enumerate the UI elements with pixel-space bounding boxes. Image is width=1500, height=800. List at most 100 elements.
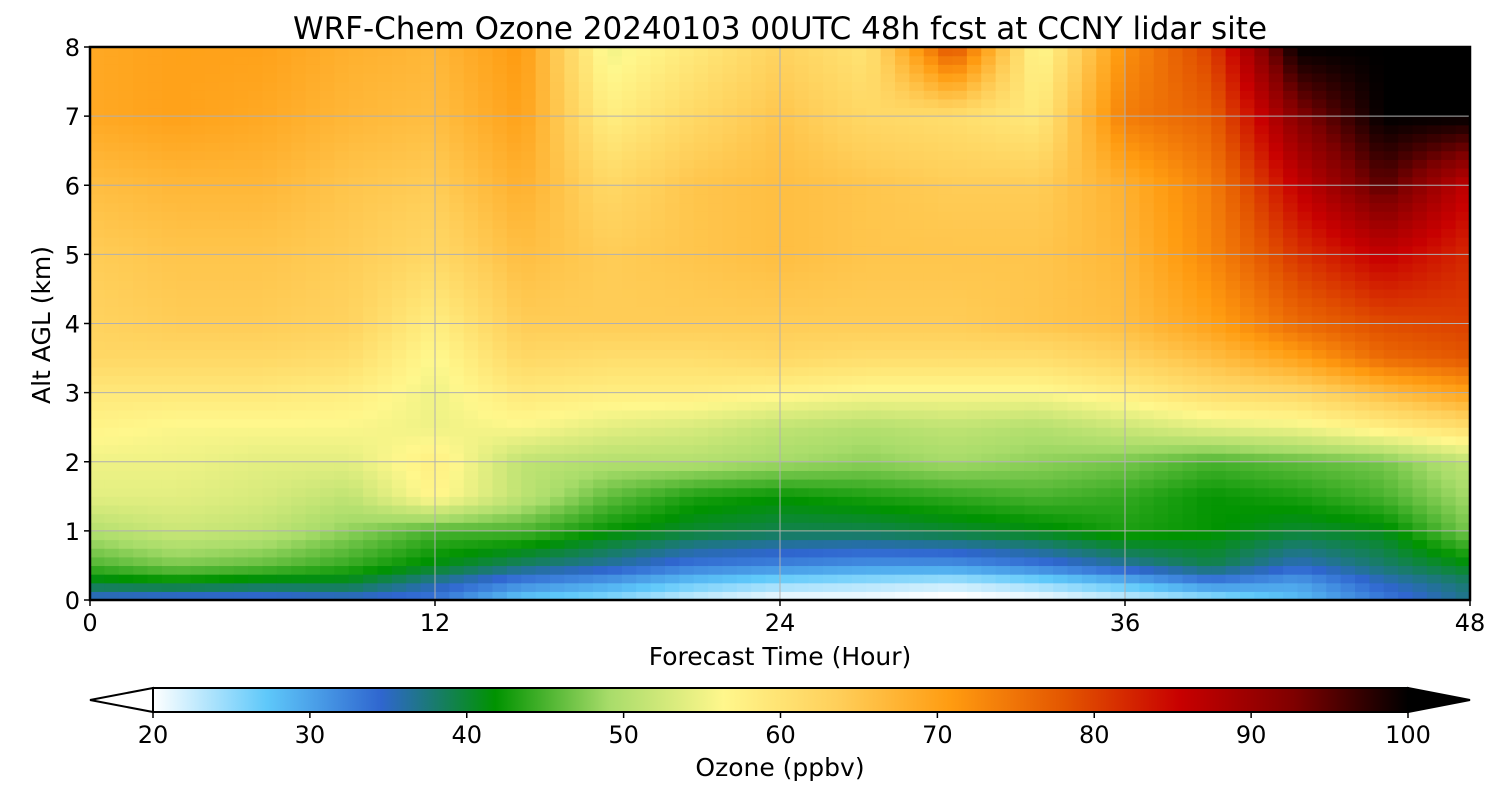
heatmap-cell (1081, 64, 1097, 74)
heatmap-cell (550, 107, 565, 117)
heatmap-cell (435, 159, 450, 169)
heatmap-cell (219, 185, 235, 195)
heatmap-cell (1038, 176, 1054, 186)
heatmap-cell (794, 142, 810, 152)
heatmap-cell (995, 496, 1011, 506)
heatmap-cell (1110, 496, 1126, 506)
heatmap-cell (205, 565, 220, 575)
heatmap-cell (1110, 392, 1126, 402)
heatmap-cell (909, 306, 925, 316)
heatmap-cell (1168, 64, 1184, 74)
heatmap-cell (966, 219, 982, 230)
heatmap-cell (1053, 565, 1069, 575)
heatmap-cell (1010, 574, 1025, 584)
heatmap-cell (708, 383, 724, 394)
heatmap-cell (291, 323, 307, 333)
heatmap-cell (377, 513, 393, 523)
heatmap-cell (650, 418, 666, 428)
heatmap-cell (233, 159, 249, 169)
heatmap-cell (449, 306, 465, 316)
heatmap-cell (305, 539, 321, 549)
heatmap-cell (722, 453, 738, 463)
heatmap-cell (118, 340, 134, 351)
heatmap-cell (161, 176, 177, 186)
heatmap-cell (866, 435, 882, 446)
heatmap-cell (621, 565, 637, 575)
heatmap-cell (1024, 366, 1040, 376)
heatmap-cell (708, 340, 724, 351)
heatmap-cell (1081, 548, 1097, 558)
heatmap-cell (205, 133, 220, 143)
heatmap-cell (1010, 461, 1025, 471)
heatmap-cell (808, 487, 824, 497)
heatmap-cell (320, 98, 335, 109)
heatmap-cell (377, 548, 393, 558)
heatmap-cell (650, 479, 666, 489)
heatmap-cell (1067, 159, 1083, 169)
heatmap-cell (118, 90, 134, 100)
heatmap-cell (995, 150, 1011, 160)
heatmap-cell (219, 263, 235, 273)
heatmap-cell (449, 228, 465, 238)
heatmap-cell (1024, 107, 1040, 117)
heatmap-cell (1168, 202, 1184, 212)
heatmap-cell (736, 582, 752, 592)
heatmap-cell (133, 565, 149, 575)
heatmap-cell (176, 228, 192, 238)
heatmap-cell (693, 150, 709, 160)
heatmap-cell (1125, 548, 1140, 558)
heatmap-cell (636, 479, 652, 489)
heatmap-cell (449, 435, 465, 446)
heatmap-cell (866, 349, 882, 359)
heatmap-cell (334, 306, 350, 316)
heatmap-cell (406, 496, 422, 506)
heatmap-cell (751, 297, 767, 307)
heatmap-cell (1024, 254, 1040, 264)
heatmap-cell (751, 185, 767, 195)
heatmap-cell (262, 107, 278, 117)
heatmap-cell (751, 332, 767, 342)
heatmap-cell (938, 245, 954, 255)
heatmap-cell (1038, 245, 1054, 255)
heatmap-cell (435, 185, 450, 195)
heatmap-cell (909, 176, 925, 186)
heatmap-cell (593, 340, 609, 351)
heatmap-cell (1196, 167, 1212, 178)
heatmap-cell (1153, 211, 1169, 221)
heatmap-cell (248, 332, 264, 342)
heatmap-cell (276, 116, 292, 126)
heatmap-cell (205, 263, 220, 273)
heatmap-cell (808, 591, 824, 600)
heatmap-cell (118, 288, 134, 299)
heatmap-cell (780, 271, 795, 281)
heatmap-cell (478, 401, 494, 411)
heatmap-cell (377, 219, 393, 230)
heatmap-cell (909, 366, 925, 376)
heatmap-cell (808, 228, 824, 238)
heatmap-cell (981, 383, 997, 394)
heatmap-cell (981, 271, 997, 281)
heatmap-cell (607, 332, 623, 342)
heatmap-cell (995, 504, 1011, 515)
heatmap-cell (233, 237, 249, 247)
heatmap-cell (305, 522, 321, 532)
heatmap-cell (607, 582, 623, 592)
heatmap-cell (320, 211, 335, 221)
heatmap-cell (463, 479, 479, 489)
heatmap-cell (233, 565, 249, 575)
heatmap-cell (449, 392, 465, 402)
heatmap-cell (363, 263, 379, 273)
heatmap-cell (147, 107, 163, 117)
heatmap-cell (1110, 288, 1126, 299)
heatmap-cell (1010, 176, 1025, 186)
heatmap-cell (161, 211, 177, 221)
heatmap-cell (808, 280, 824, 290)
heatmap-cell (521, 271, 537, 281)
heatmap-cell (808, 539, 824, 549)
heatmap-cell (1182, 496, 1198, 506)
heatmap-cell (564, 444, 580, 454)
heatmap-cell (851, 383, 867, 394)
heatmap-cell (463, 176, 479, 186)
heatmap-cell (233, 107, 249, 117)
heatmap-cell (1038, 444, 1054, 454)
